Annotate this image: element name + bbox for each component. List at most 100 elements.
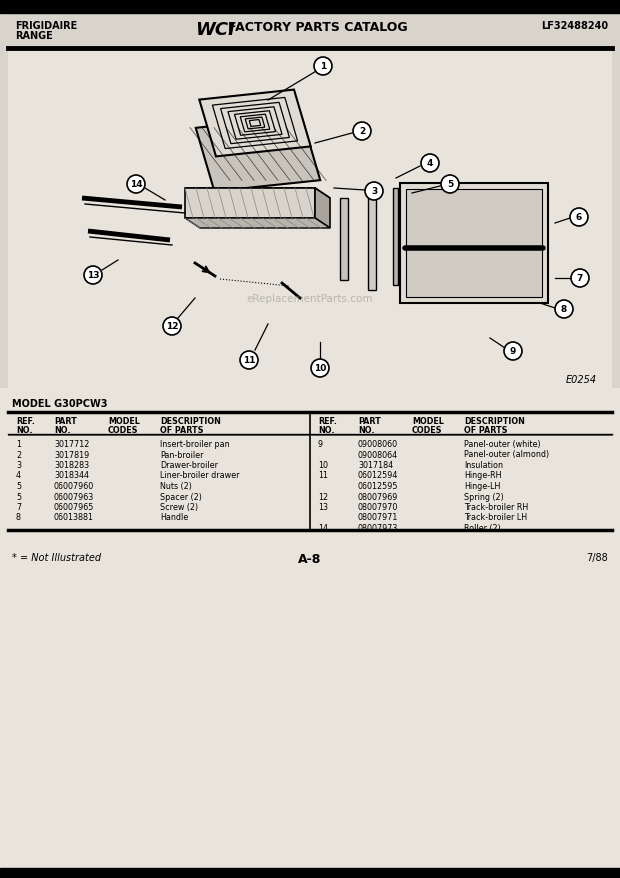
Circle shape: [353, 123, 371, 140]
Text: Insert-broiler pan: Insert-broiler pan: [160, 440, 229, 449]
Text: 11: 11: [318, 471, 328, 480]
Text: MODEL G30PCW3: MODEL G30PCW3: [12, 399, 107, 408]
Text: 3017819: 3017819: [54, 450, 89, 459]
Text: 06007965: 06007965: [54, 502, 94, 511]
Text: 10: 10: [318, 460, 328, 470]
Text: FRIGIDAIRE: FRIGIDAIRE: [15, 21, 78, 31]
Text: 6: 6: [576, 212, 582, 222]
Text: FACTORY PARTS CATALOG: FACTORY PARTS CATALOG: [228, 21, 407, 34]
Text: 7/88: 7/88: [587, 552, 608, 563]
Text: WCI: WCI: [195, 21, 235, 39]
Text: PART: PART: [358, 416, 381, 426]
Text: 9: 9: [318, 440, 323, 449]
Bar: [393, 189, 398, 285]
Circle shape: [571, 270, 589, 288]
Circle shape: [240, 351, 258, 370]
Text: DESCRIPTION: DESCRIPTION: [464, 416, 525, 426]
Bar: [0, 389, 620, 878]
Text: Screw (2): Screw (2): [160, 502, 198, 511]
Polygon shape: [185, 189, 315, 219]
Circle shape: [314, 58, 332, 76]
Text: CODES: CODES: [412, 426, 443, 435]
Bar: [400, 184, 548, 304]
Text: 06007963: 06007963: [54, 492, 94, 501]
Polygon shape: [196, 118, 321, 192]
Text: OF PARTS: OF PARTS: [160, 426, 203, 435]
Circle shape: [163, 318, 181, 335]
Circle shape: [570, 209, 588, 227]
Text: Hinge-LH: Hinge-LH: [464, 481, 500, 491]
Text: * = Not Illustrated: * = Not Illustrated: [12, 552, 101, 563]
Text: Panel-outer (almond): Panel-outer (almond): [464, 450, 549, 459]
Circle shape: [504, 342, 522, 361]
Text: 7: 7: [16, 502, 21, 511]
Text: Track-broiler RH: Track-broiler RH: [464, 502, 528, 511]
Circle shape: [84, 267, 102, 284]
Text: 5: 5: [447, 180, 453, 189]
Text: 06012594: 06012594: [358, 471, 399, 480]
Text: Spacer (2): Spacer (2): [160, 492, 202, 501]
Polygon shape: [199, 90, 311, 157]
Text: Spring (2): Spring (2): [464, 492, 503, 501]
Text: 08007969: 08007969: [358, 492, 399, 501]
Text: Insulation: Insulation: [464, 460, 503, 470]
Bar: [0, 868, 620, 878]
Text: 14: 14: [130, 180, 143, 189]
Text: 3: 3: [16, 460, 21, 470]
Text: 4: 4: [16, 471, 21, 480]
Text: 8: 8: [561, 305, 567, 313]
Text: 12: 12: [318, 492, 328, 501]
Text: Roller (2): Roller (2): [464, 523, 501, 532]
Text: NO.: NO.: [358, 426, 374, 435]
Text: 3017712: 3017712: [54, 440, 89, 449]
Text: 1: 1: [320, 62, 326, 71]
Text: 2: 2: [359, 126, 365, 136]
Text: 14: 14: [318, 523, 328, 532]
Bar: [340, 198, 348, 281]
Circle shape: [555, 300, 573, 319]
Text: Panel-outer (white): Panel-outer (white): [464, 440, 541, 449]
Text: 06013881: 06013881: [54, 513, 94, 522]
Text: MODEL: MODEL: [412, 416, 444, 426]
Polygon shape: [185, 189, 330, 198]
Bar: [368, 189, 376, 291]
Text: Drawer-broiler: Drawer-broiler: [160, 460, 218, 470]
Text: 09008060: 09008060: [358, 440, 398, 449]
Text: 3: 3: [371, 187, 377, 196]
Text: Handle: Handle: [160, 513, 188, 522]
Text: 10: 10: [314, 363, 326, 372]
Text: 08007971: 08007971: [358, 513, 399, 522]
Text: 06012595: 06012595: [358, 481, 399, 491]
Text: 5: 5: [16, 481, 21, 491]
Text: 9: 9: [510, 347, 516, 356]
Bar: [406, 190, 542, 298]
Text: eReplacementParts.com: eReplacementParts.com: [247, 293, 373, 304]
Text: Hinge-RH: Hinge-RH: [464, 471, 502, 480]
Circle shape: [311, 360, 329, 378]
Bar: [8, 51, 612, 389]
Text: 08007973: 08007973: [358, 523, 399, 532]
Text: REF.: REF.: [318, 416, 337, 426]
Text: 2: 2: [16, 450, 21, 459]
Polygon shape: [315, 189, 330, 229]
Text: 11: 11: [243, 356, 255, 364]
Text: Track-broiler LH: Track-broiler LH: [464, 513, 527, 522]
Circle shape: [441, 176, 459, 194]
Text: 5: 5: [16, 492, 21, 501]
Text: 12: 12: [166, 321, 179, 331]
Text: 08007970: 08007970: [358, 502, 399, 511]
Text: E0254: E0254: [566, 375, 597, 385]
Text: 7: 7: [577, 274, 583, 283]
Text: DESCRIPTION: DESCRIPTION: [160, 416, 221, 426]
Text: 06007960: 06007960: [54, 481, 94, 491]
Text: OF PARTS: OF PARTS: [464, 426, 508, 435]
Text: MODEL: MODEL: [108, 416, 140, 426]
Text: 3017184: 3017184: [358, 460, 393, 470]
Circle shape: [421, 155, 439, 173]
Text: 4: 4: [427, 159, 433, 168]
Text: Nuts (2): Nuts (2): [160, 481, 192, 491]
Text: CODES: CODES: [108, 426, 138, 435]
Text: 13: 13: [318, 502, 328, 511]
Text: 8: 8: [16, 513, 21, 522]
Bar: [0, 0, 620, 14]
